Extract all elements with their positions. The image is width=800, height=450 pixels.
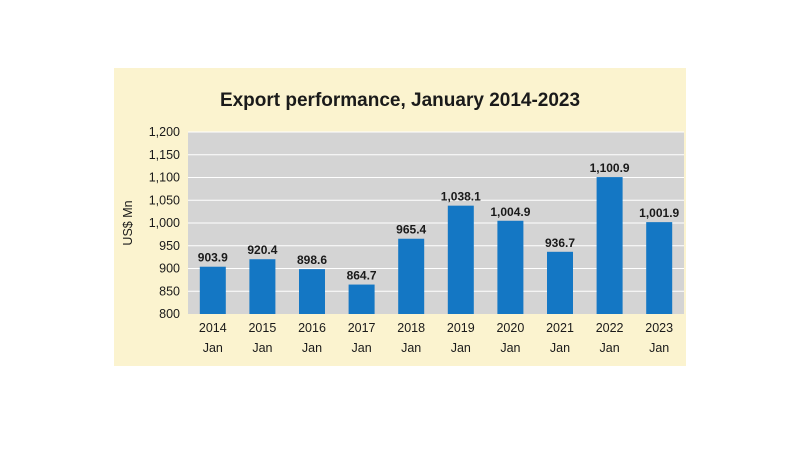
y-tick-label: 800 xyxy=(159,307,180,321)
x-tick-label-year: 2023 xyxy=(645,321,673,335)
y-tick-label: 1,000 xyxy=(149,216,180,230)
data-label: 1,004.9 xyxy=(490,205,530,219)
data-label: 903.9 xyxy=(198,251,228,265)
y-axis-ticks: 800 850 900 950 1,000 1,050 1,100 1,150 1,200 xyxy=(149,125,180,321)
bar xyxy=(348,284,375,314)
x-tick-label-month: Jan xyxy=(550,341,570,355)
bar xyxy=(497,220,524,314)
x-tick-label-year: 2018 xyxy=(397,321,425,335)
data-label: 898.6 xyxy=(297,253,327,267)
data-label: 920.4 xyxy=(247,243,277,257)
bar xyxy=(299,269,325,314)
x-tick-label-year: 2020 xyxy=(496,321,524,335)
bar xyxy=(596,177,623,314)
x-tick-label-year: 2019 xyxy=(447,321,475,335)
x-tick-label-month: Jan xyxy=(302,341,322,355)
data-labels: 903.9 920.4 898.6 864.7 965.4 1,038.1 1,004.9 9… xyxy=(198,161,680,282)
data-label: 965.4 xyxy=(396,223,426,237)
x-tick-label-month: Jan xyxy=(352,341,372,355)
x-tick-label-year: 2017 xyxy=(348,321,376,335)
bar xyxy=(249,259,276,314)
y-tick-label: 1,050 xyxy=(149,193,180,207)
y-tick-label: 950 xyxy=(159,239,180,253)
x-tick-label-month: Jan xyxy=(600,341,620,355)
x-axis-ticks: 2014 Jan 2015 Jan 2016 Jan 2017 Jan 2018 Jan 2019 J… xyxy=(199,321,673,355)
bar xyxy=(547,251,573,314)
y-tick-label: 1,200 xyxy=(149,125,180,139)
x-tick-label-month: Jan xyxy=(252,341,272,355)
y-tick-label: 1,100 xyxy=(149,171,180,185)
y-tick-label: 850 xyxy=(159,284,180,298)
bar xyxy=(447,205,474,314)
x-tick-label-year: 2021 xyxy=(546,321,574,335)
chart-title: Export performance, January 2014-2023 xyxy=(219,90,581,111)
x-tick-label-month: Jan xyxy=(451,341,471,355)
bar xyxy=(646,222,673,314)
x-tick-label-year: 2022 xyxy=(596,321,624,335)
y-tick-label: 900 xyxy=(159,262,180,276)
data-label: 1,100.9 xyxy=(590,161,630,175)
y-tick-label: 1,150 xyxy=(149,148,180,162)
data-label: 936.7 xyxy=(545,236,575,250)
x-tick-label-year: 2014 xyxy=(199,321,227,335)
x-tick-label-month: Jan xyxy=(500,341,520,355)
data-label: 1,001.9 xyxy=(639,206,679,220)
data-label: 864.7 xyxy=(347,269,377,283)
bar xyxy=(199,266,226,314)
x-tick-label-month: Jan xyxy=(401,341,421,355)
x-tick-label-month: Jan xyxy=(203,341,223,355)
x-tick-label-year: 2015 xyxy=(248,321,276,335)
bar xyxy=(398,238,425,314)
bars xyxy=(199,177,673,314)
x-tick-label-year: 2016 xyxy=(298,321,326,335)
data-label: 1,038.1 xyxy=(441,190,481,204)
y-axis-label: US$ Mn xyxy=(121,200,135,245)
x-tick-label-month: Jan xyxy=(649,341,669,355)
